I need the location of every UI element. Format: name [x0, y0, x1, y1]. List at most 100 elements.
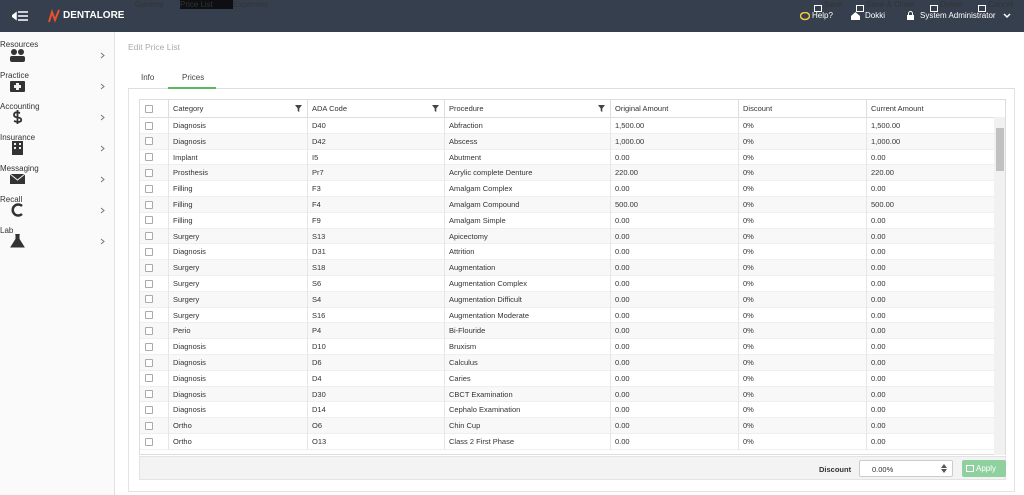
grid-cell: 0%	[738, 228, 866, 245]
column-header[interactable]: Category	[168, 100, 307, 117]
sidebar-chevron	[100, 176, 105, 183]
grid-cell: Surgery	[168, 276, 307, 292]
apply-button[interactable]: Apply	[962, 460, 1006, 477]
column-header[interactable]: ADA Code	[307, 100, 444, 117]
grid-row[interactable]: Diagnosis D10 Bruxism 0.00 0% 0.00	[140, 339, 995, 355]
grid-row[interactable]: Filling F4 Amalgam Compound 500.00 0% 500.00	[140, 197, 995, 213]
location[interactable]: Dokki	[865, 11, 886, 20]
scrollbar[interactable]	[994, 117, 1005, 455]
row-checkbox[interactable]	[145, 437, 153, 446]
row-checkbox[interactable]	[145, 374, 153, 383]
row-checkbox[interactable]	[145, 153, 153, 162]
column-filter[interactable]	[598, 105, 605, 112]
grid-row[interactable]: Ortho O13 Class 2 First Phase 0.00 0% 0.00	[140, 434, 995, 450]
row-checkbox[interactable]	[145, 342, 153, 351]
column-header[interactable]: Discount	[738, 100, 866, 117]
row-checkbox[interactable]	[145, 311, 153, 320]
grid-row[interactable]: Implant I5 Abutment 0.00 0% 0.00	[140, 149, 995, 166]
grid-row[interactable]: Prosthesis Pr7 Acrylic complete Denture 220…	[140, 165, 995, 182]
sidebar-chevron	[100, 145, 105, 152]
row-checkbox[interactable]	[145, 405, 153, 414]
scroll-thumb[interactable]	[996, 128, 1004, 171]
grid-cell: D4	[307, 370, 444, 387]
grid-row[interactable]: Diagnosis D14 Cephalo Examination 0.00 0% 0.0…	[140, 402, 995, 419]
grid-row[interactable]: Diagnosis D40 Abfraction 1,500.00 0% 1,500.00	[140, 118, 995, 134]
grid-cell: S13	[307, 228, 444, 245]
sidebar-icon	[13, 110, 23, 124]
row-checkbox[interactable]	[145, 184, 153, 193]
row-checkbox[interactable]	[145, 295, 153, 304]
row-checkbox[interactable]	[145, 421, 153, 430]
grid-cell: Ortho	[168, 418, 307, 434]
grid-cell: 0.00	[610, 323, 738, 340]
grid-row[interactable]: Surgery S18 Augmentation 0.00 0% 0.00	[140, 260, 995, 276]
user-menu[interactable]: System Administrator	[920, 11, 996, 20]
grid-cell: D31	[307, 244, 444, 261]
header-checkbox[interactable]	[145, 105, 153, 113]
sidebar-icon	[10, 173, 25, 184]
user-chevron[interactable]	[1003, 13, 1011, 19]
column-filter[interactable]	[432, 105, 439, 112]
grid-cell: Abfraction	[444, 118, 610, 134]
grid-cell: Prosthesis	[168, 165, 307, 182]
row-checkbox[interactable]	[145, 247, 153, 256]
row-checkbox[interactable]	[145, 137, 153, 146]
nav-tab[interactable]: Expenses	[233, 0, 269, 9]
help-link[interactable]: Help?	[812, 11, 833, 20]
column-filter[interactable]	[295, 105, 302, 112]
discount-value: 0.00%	[872, 465, 894, 474]
grid-cell: Augmentation Moderate	[444, 307, 610, 324]
nav-tab[interactable]: General	[135, 0, 164, 9]
grid-row[interactable]: Filling F3 Amalgam Complex 0.00 0% 0.00	[140, 181, 995, 197]
grid-cell: 0.00	[866, 355, 994, 371]
grid-cell: 0.00	[610, 260, 738, 276]
grid-row[interactable]: Surgery S6 Augmentation Complex 0.00 0% 0.00	[140, 276, 995, 292]
grid-row[interactable]: Perio P4 Bi-Flouride 0.00 0% 0.00	[140, 323, 995, 340]
grid-cell: S18	[307, 260, 444, 276]
row-checkbox[interactable]	[145, 121, 153, 130]
brand: DENTALORE	[63, 10, 125, 21]
grid-cell: 0.00	[866, 291, 994, 308]
grid-row[interactable]: Filling F9 Amalgam Simple 0.00 0% 0.00	[140, 212, 995, 229]
row-checkbox[interactable]	[145, 326, 153, 335]
grid-cell: 0.00	[866, 307, 994, 324]
row-checkbox[interactable]	[145, 232, 153, 241]
grid-cell: Chin Cup	[444, 418, 610, 434]
grid-row[interactable]: Surgery S13 Apicectomy 0.00 0% 0.00	[140, 228, 995, 245]
grid-cell: S4	[307, 291, 444, 308]
grid-row[interactable]: Ortho O6 Chin Cup 0.00 0% 0.00	[140, 418, 995, 434]
row-checkbox[interactable]	[145, 358, 153, 367]
grid-cell: Diagnosis	[168, 386, 307, 403]
sidebar-chevron	[100, 238, 105, 245]
column-header[interactable]: Current Amount	[866, 100, 994, 117]
grid-row[interactable]: Diagnosis D30 CBCT Examination 0.00 0% 0.00	[140, 386, 995, 403]
discount-input[interactable]: 0.00%	[859, 460, 953, 477]
grid-row[interactable]: Diagnosis D31 Attrition 0.00 0% 0.00	[140, 244, 995, 261]
row-checkbox[interactable]	[145, 216, 153, 225]
grid-cell: Calculus	[444, 355, 610, 371]
row-checkbox[interactable]	[145, 390, 153, 399]
grid-row[interactable]: Diagnosis D4 Caries 0.00 0% 0.00	[140, 370, 995, 387]
menu-toggle[interactable]	[12, 10, 28, 22]
grid-row[interactable]: Diagnosis D42 Abscess 1,000.00 0% 1,000.00	[140, 133, 995, 150]
nav-tab[interactable]: Price List	[180, 0, 233, 9]
row-checkbox[interactable]	[145, 168, 153, 177]
row-checkbox[interactable]	[145, 200, 153, 209]
grid-row[interactable]: Surgery S16 Augmentation Moderate 0.00 0% 0.0…	[140, 307, 995, 324]
column-header[interactable]: Procedure	[444, 100, 610, 117]
spinner[interactable]	[941, 464, 947, 473]
lock-icon	[907, 11, 914, 20]
row-checkbox[interactable]	[145, 263, 153, 272]
row-checkbox[interactable]	[145, 279, 153, 288]
grid-cell: 0%	[738, 133, 866, 150]
grid-row[interactable]: Surgery S4 Augmentation Difficult 0.00 0% 0.0…	[140, 291, 995, 308]
grid-cell: D10	[307, 339, 444, 355]
page-tab[interactable]: Prices	[182, 73, 205, 82]
page-tab[interactable]: Info	[141, 73, 155, 82]
grid-row[interactable]: Diagnosis D6 Calculus 0.00 0% 0.00	[140, 355, 995, 371]
button-label: Delete	[940, 0, 964, 9]
grid-cell: 500.00	[610, 197, 738, 213]
grid-cell: 0.00	[866, 370, 994, 387]
button-icon	[814, 5, 822, 12]
column-header[interactable]: Original Amount	[610, 100, 738, 117]
